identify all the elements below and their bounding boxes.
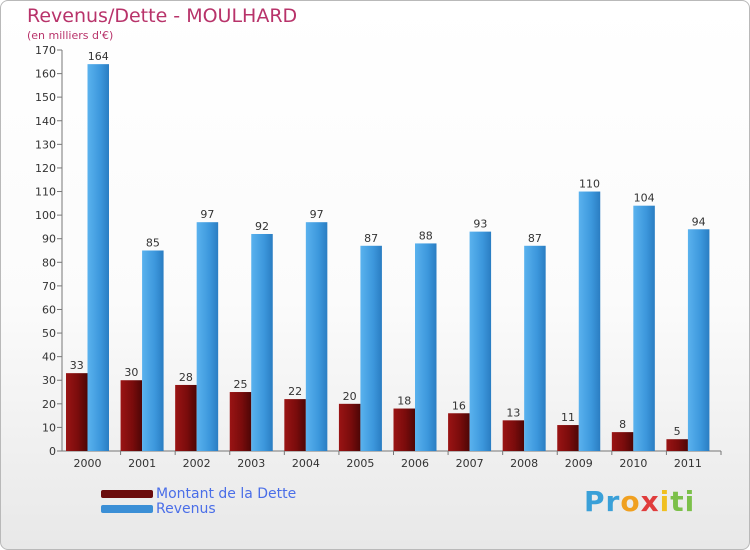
logo-letter: r xyxy=(605,485,621,518)
y-tick-label: 130 xyxy=(35,138,56,151)
legend-swatch-dette xyxy=(101,490,153,498)
revenue-value-label: 85 xyxy=(146,237,160,250)
proxiti-logo: Proxiti xyxy=(584,485,695,518)
y-tick-label: 170 xyxy=(35,44,56,57)
x-tick-label: 2010 xyxy=(619,457,647,470)
debt-bar xyxy=(393,408,415,451)
debt-bar xyxy=(557,425,579,451)
revenue-value-label: 87 xyxy=(528,232,542,245)
y-tick-label: 50 xyxy=(42,327,56,340)
y-tick-label: 40 xyxy=(42,351,56,364)
y-tick-label: 0 xyxy=(49,445,56,458)
logo-letter: o xyxy=(620,485,641,518)
debt-bar xyxy=(120,380,143,451)
legend-swatch-revenus xyxy=(101,505,153,513)
revenue-value-label: 94 xyxy=(692,215,706,228)
debt-value-label: 13 xyxy=(506,406,520,419)
x-tick-label: 2000 xyxy=(74,457,102,470)
revenue-bar xyxy=(360,245,382,451)
revenue-bar xyxy=(633,205,655,451)
debt-bar xyxy=(666,439,688,451)
debt-value-label: 8 xyxy=(619,418,626,431)
x-tick-label: 2001 xyxy=(128,457,156,470)
debt-bar xyxy=(338,403,361,451)
revenue-bar xyxy=(142,250,164,451)
revenue-bar xyxy=(305,222,328,451)
chart-subtitle: (en milliers d'€) xyxy=(27,29,114,42)
revenue-value-label: 87 xyxy=(364,232,378,245)
y-tick-label: 100 xyxy=(35,209,56,222)
x-tick-label: 2008 xyxy=(510,457,538,470)
y-tick-label: 30 xyxy=(42,374,56,387)
y-tick-label: 160 xyxy=(35,68,56,81)
revenue-value-label: 97 xyxy=(310,208,324,221)
logo-letter: i xyxy=(659,485,671,518)
logo-letter: P xyxy=(584,485,606,518)
debt-value-label: 18 xyxy=(397,395,411,408)
revenue-value-label: 97 xyxy=(200,208,214,221)
debt-value-label: 11 xyxy=(561,411,575,424)
debt-value-label: 30 xyxy=(124,366,138,379)
y-tick-label: 20 xyxy=(42,398,56,411)
chart-title: Revenus/Dette - MOULHARD xyxy=(27,5,298,27)
logo-letter: x xyxy=(640,485,660,518)
x-tick-label: 2011 xyxy=(674,457,702,470)
y-tick-label: 10 xyxy=(42,421,56,434)
revenue-bar xyxy=(469,231,492,451)
x-tick-label: 2004 xyxy=(292,457,320,470)
revenue-value-label: 110 xyxy=(579,178,600,191)
revenue-value-label: 164 xyxy=(88,50,109,63)
y-tick-label: 60 xyxy=(42,303,56,316)
debt-value-label: 28 xyxy=(179,371,193,384)
debt-value-label: 20 xyxy=(343,390,357,403)
debt-bar xyxy=(502,420,525,451)
y-tick-label: 120 xyxy=(35,162,56,175)
debt-value-label: 5 xyxy=(674,425,681,438)
y-tick-label: 140 xyxy=(35,115,56,128)
y-tick-label: 80 xyxy=(42,256,56,269)
debt-value-label: 16 xyxy=(452,399,466,412)
debt-bar xyxy=(284,399,306,451)
legend-label-revenus: Revenus xyxy=(156,501,216,517)
revenue-bar xyxy=(87,64,109,451)
debt-bar xyxy=(175,384,197,451)
revenue-value-label: 92 xyxy=(255,220,269,233)
x-tick-label: 2002 xyxy=(183,457,211,470)
x-tick-label: 2006 xyxy=(401,457,429,470)
revenue-value-label: 104 xyxy=(634,192,655,205)
debt-bar xyxy=(611,432,634,451)
revenue-value-label: 88 xyxy=(419,229,433,242)
y-tick-label: 70 xyxy=(42,280,56,293)
revenue-bar xyxy=(415,243,437,451)
x-tick-label: 2003 xyxy=(237,457,265,470)
revenue-bar xyxy=(196,222,219,451)
revenue-bar xyxy=(524,245,546,451)
x-tick-label: 2005 xyxy=(346,457,374,470)
debt-bar xyxy=(66,373,88,451)
debt-value-label: 22 xyxy=(288,385,302,398)
logo-letter: t xyxy=(670,485,685,518)
debt-bar xyxy=(229,392,252,451)
revenue-bar xyxy=(251,233,273,451)
debt-value-label: 25 xyxy=(234,378,248,391)
y-tick-label: 110 xyxy=(35,186,56,199)
x-tick-label: 2007 xyxy=(456,457,484,470)
revenue-value-label: 93 xyxy=(473,218,487,231)
x-tick-label: 2009 xyxy=(565,457,593,470)
debt-value-label: 33 xyxy=(70,359,84,372)
debt-bar xyxy=(448,413,470,451)
y-tick-label: 90 xyxy=(42,233,56,246)
revenue-bar xyxy=(578,191,601,451)
legend-label-dette: Montant de la Dette xyxy=(156,486,297,502)
y-tick-label: 150 xyxy=(35,91,56,104)
revenue-bar xyxy=(687,229,710,451)
logo-letter: i xyxy=(684,485,696,518)
